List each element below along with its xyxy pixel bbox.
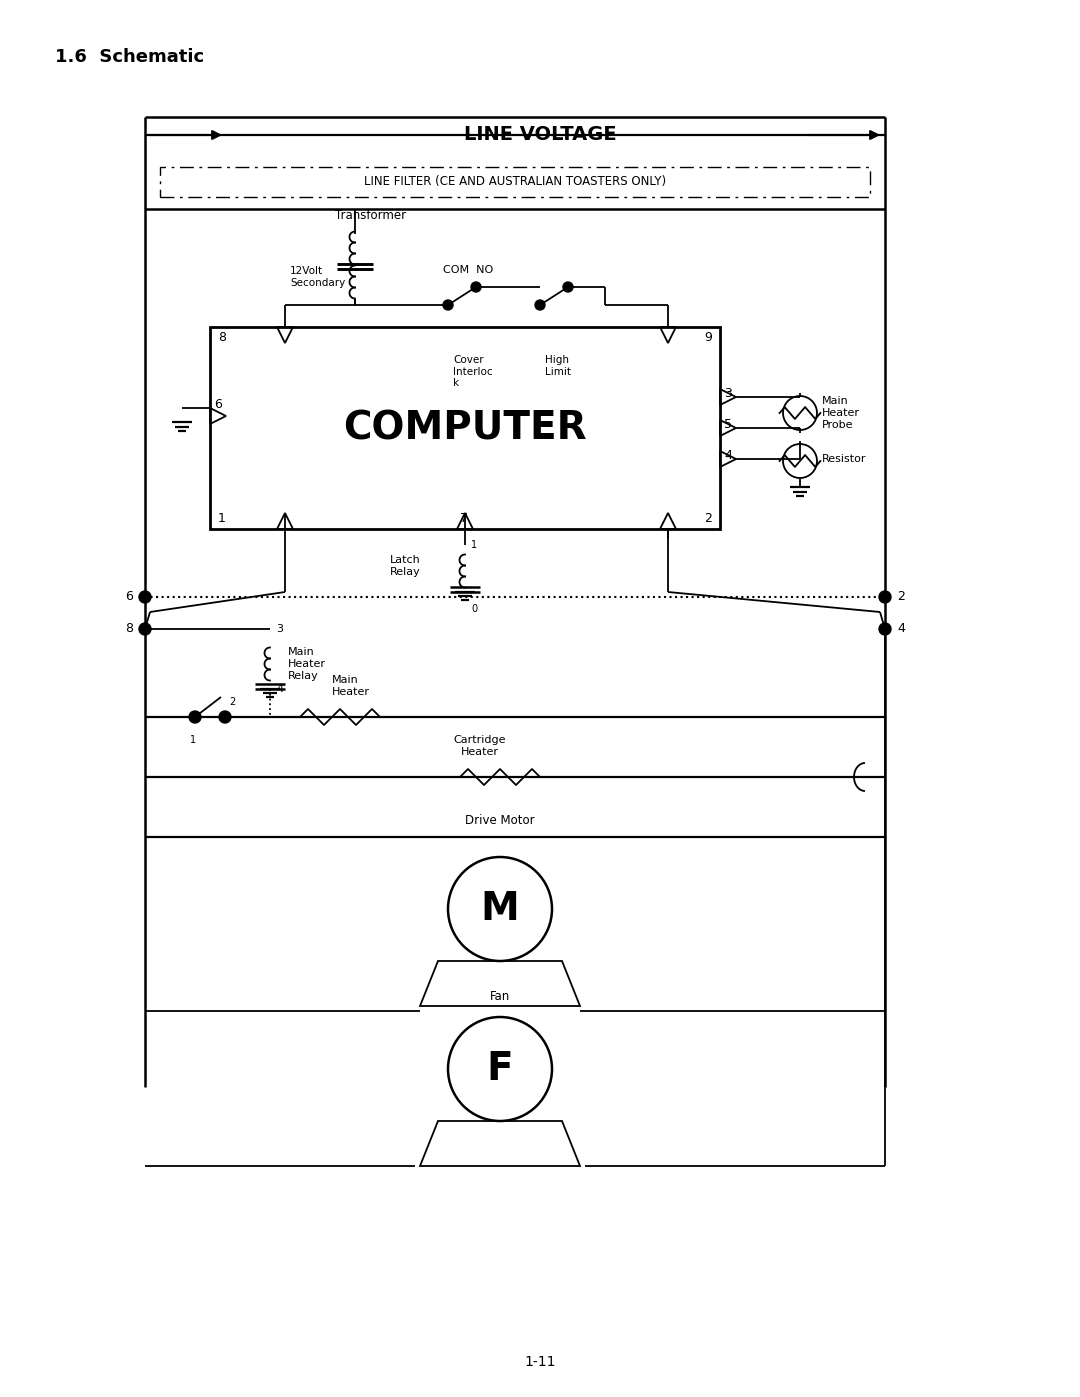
Circle shape: [189, 711, 201, 724]
Text: 3: 3: [724, 387, 732, 400]
Text: 1: 1: [471, 541, 477, 550]
Text: LINE VOLTAGE: LINE VOLTAGE: [463, 126, 617, 144]
Text: Fan: Fan: [490, 990, 510, 1003]
Text: 2: 2: [897, 591, 905, 604]
Text: 1: 1: [218, 511, 226, 525]
Text: 4: 4: [724, 448, 732, 462]
Circle shape: [139, 623, 151, 636]
Text: 6: 6: [214, 398, 221, 411]
Text: 4: 4: [276, 685, 283, 694]
Text: Transformer: Transformer: [335, 210, 406, 222]
Text: COM  NO: COM NO: [443, 265, 494, 275]
Circle shape: [563, 282, 573, 292]
Text: 6: 6: [125, 591, 133, 604]
Text: F: F: [487, 1051, 513, 1088]
Circle shape: [879, 591, 891, 604]
Text: 8: 8: [218, 331, 226, 344]
Text: Main
Heater
Relay: Main Heater Relay: [288, 647, 326, 680]
Text: 5: 5: [724, 418, 732, 432]
Text: Main
Heater
Probe: Main Heater Probe: [822, 397, 860, 430]
Text: Drive Motor: Drive Motor: [465, 814, 535, 827]
Text: Cover
Interloc
k: Cover Interloc k: [453, 355, 492, 388]
Text: 0: 0: [471, 604, 477, 615]
Text: COMPUTER: COMPUTER: [343, 409, 586, 447]
Text: 1-11: 1-11: [524, 1355, 556, 1369]
Text: 1.6  Schematic: 1.6 Schematic: [55, 47, 204, 66]
Text: LINE FILTER (CE AND AUSTRALIAN TOASTERS ONLY): LINE FILTER (CE AND AUSTRALIAN TOASTERS …: [364, 176, 666, 189]
Text: Resistor: Resistor: [822, 454, 866, 464]
Text: Latch
Relay: Latch Relay: [390, 555, 421, 577]
Circle shape: [535, 300, 545, 310]
Text: High
Limit: High Limit: [545, 355, 571, 377]
Text: 4: 4: [897, 623, 905, 636]
Circle shape: [879, 623, 891, 636]
Text: Cartridge
Heater: Cartridge Heater: [454, 735, 507, 757]
Circle shape: [139, 591, 151, 604]
Text: 2: 2: [704, 511, 712, 525]
Text: 1: 1: [190, 735, 197, 745]
Text: 2: 2: [229, 697, 235, 707]
Text: M: M: [481, 890, 519, 928]
Circle shape: [471, 282, 481, 292]
Text: 9: 9: [704, 331, 712, 344]
Text: 8: 8: [125, 623, 133, 636]
Text: 12Volt
Secondary: 12Volt Secondary: [291, 267, 346, 288]
Text: 7: 7: [460, 511, 468, 525]
Text: 3: 3: [276, 624, 283, 634]
Circle shape: [443, 300, 453, 310]
Circle shape: [219, 711, 231, 724]
Text: Main
Heater: Main Heater: [332, 675, 370, 697]
